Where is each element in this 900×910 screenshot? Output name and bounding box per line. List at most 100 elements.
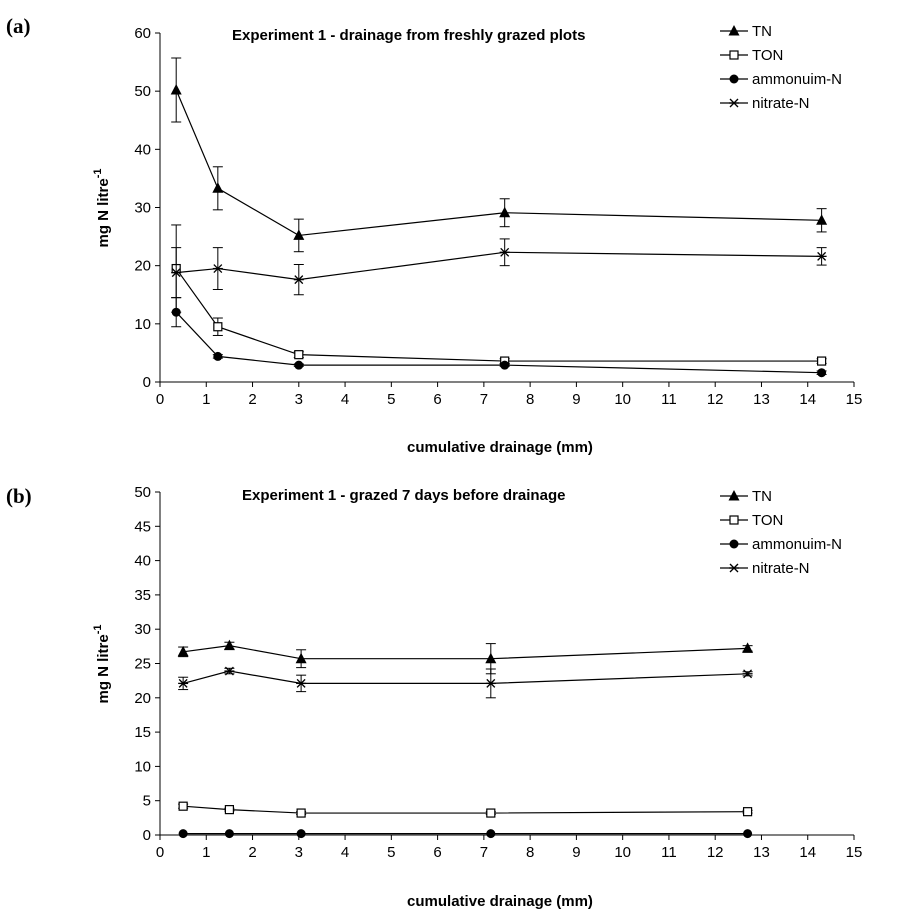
data-point [500,360,510,370]
data-point [295,652,307,664]
legend-marker [729,74,739,84]
data-point [817,368,827,378]
x-tick-label: 5 [387,844,395,861]
data-point [742,642,754,653]
y-axis-label-main: mg N litre [95,178,112,247]
legend-label: TON [752,512,783,529]
x-tick-label: 7 [480,391,488,408]
y-axis-label-superscript: -1 [92,625,104,635]
legend-entry: ammonuim-N [720,536,842,553]
data-point [294,350,304,360]
x-tick-label: 15 [846,391,863,408]
y-tick-label: 15 [134,724,151,741]
y-tick-label: 40 [134,141,151,158]
chart-title: Experiment 1 - drainage from freshly gra… [232,27,585,44]
y-tick-label: 20 [134,258,151,275]
legend-label: nitrate-N [752,95,810,112]
x-tick-label: 3 [295,391,303,408]
legend-entry: nitrate-N [720,95,810,112]
x-tick-label: 14 [799,391,816,408]
series-tn [170,57,828,253]
panel-label-b: (b) [6,484,32,508]
data-point [223,639,235,651]
x-tick-label: 8 [526,391,534,408]
data-point [816,214,828,225]
x-tick-label: 8 [526,844,534,861]
x-tick-label: 6 [433,391,441,408]
legend-label: TON [752,47,783,64]
data-point [816,251,827,261]
x-tick-label: 11 [661,844,677,861]
y-axis-label: mg N litre-1 [92,169,112,248]
y-tick-label: 30 [134,200,151,217]
data-point [212,182,224,193]
series-line [175,268,822,362]
y-tick-label: 45 [134,518,151,535]
legend-marker [728,25,740,36]
x-tick-label: 7 [480,844,488,861]
legend-marker [729,50,739,60]
data-point [293,275,304,285]
series-ton [171,224,827,366]
x-tick-label: 9 [572,391,580,408]
x-tick-label: 13 [753,391,770,408]
x-tick-label: 3 [295,844,303,861]
data-point [294,360,304,370]
x-tick-label: 13 [753,844,770,861]
x-tick-label: 0 [156,844,164,861]
y-tick-label: 40 [134,553,151,570]
legend-entry: nitrate-N [720,560,810,577]
x-tick-label: 14 [799,844,816,861]
y-tick-label: 35 [134,587,151,604]
data-point [212,264,223,274]
data-point [296,829,306,839]
data-point [171,268,182,278]
data-point [743,829,753,839]
x-tick-label: 10 [614,844,631,861]
x-tick-label: 2 [248,391,256,408]
series-ton [178,801,753,818]
series-line [182,670,748,684]
data-point [486,829,496,839]
y-axis-label-main: mg N litre [95,634,112,703]
chart-panel-b: (b) 0 5 10 15 20 25 30 35 40 45 50 0 1 2 3 4 5 6 7 8 9 10 11 12… [0,460,900,910]
x-tick-label: 6 [433,844,441,861]
data-point [178,678,189,688]
legend-entry: TN [720,23,772,40]
series-nitrate-n [178,666,753,699]
data-point [817,356,827,366]
series-ammonuim-n [178,829,753,839]
data-point [742,669,753,679]
x-tick-label: 1 [202,844,210,861]
y-tick-label: 30 [134,621,151,638]
data-point [499,206,511,218]
data-point [213,322,223,332]
series-line [183,805,748,814]
y-tick-label: 60 [134,25,151,42]
legend-label: nitrate-N [752,560,810,577]
data-point [485,652,497,664]
series-nitrate-n [171,238,827,299]
data-point [178,801,188,811]
series-line [175,89,822,237]
legend-marker [728,490,740,501]
legend-marker [729,98,739,108]
legend-marker [729,539,739,549]
x-tick-label: 12 [707,391,724,408]
data-point [224,805,234,815]
legend-label: TN [752,488,772,505]
x-tick-label: 5 [387,391,395,408]
y-tick-label: 50 [134,484,151,501]
data-point [177,645,189,657]
series-line [176,251,822,281]
data-point [499,247,510,257]
y-tick-label: 10 [134,316,151,333]
legend-entry: ammonuim-N [720,71,842,88]
y-tick-label: 25 [134,656,151,673]
legend-marker [729,563,739,573]
series-tn [177,639,754,675]
x-tick-label: 11 [661,391,677,408]
x-tick-label: 1 [202,391,210,408]
data-point [224,666,235,676]
series-line [175,311,822,374]
